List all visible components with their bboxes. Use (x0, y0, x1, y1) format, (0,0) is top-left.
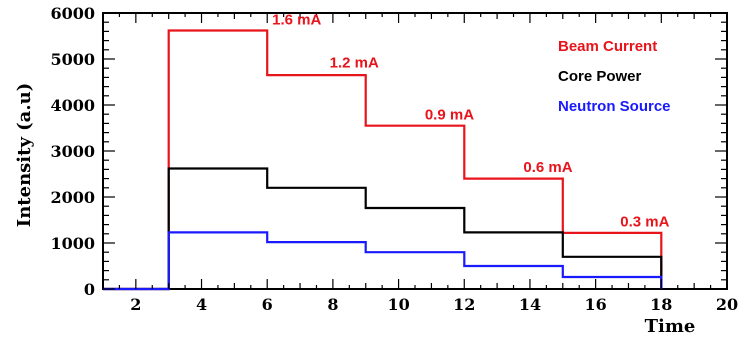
x-tick-label: 14 (519, 295, 541, 314)
x-axis-title: Time (645, 316, 696, 337)
series-line-core-power (103, 167, 663, 291)
x-tick-label: 6 (262, 295, 273, 314)
series-group (103, 29, 663, 291)
y-tick-label: 5000 (50, 50, 95, 69)
y-tick-label: 2000 (50, 188, 95, 207)
plot-area: 2 4 6 8 10 12 14 16 18 20 0 1000 2000 3000 4000 5000 600… (50, 4, 738, 314)
y-tick-label: 6000 (50, 4, 95, 23)
x-tick-label: 4 (196, 295, 207, 314)
x-tick-label: 8 (327, 295, 338, 314)
legend-entry: Neutron Source (558, 98, 671, 115)
current-annotation: 1.6 mA (272, 12, 321, 29)
x-tick-label: 18 (650, 295, 672, 314)
y-tick-label: 1000 (50, 234, 95, 253)
y-tick-label: 3000 (50, 142, 95, 161)
y-tick-label: 4000 (50, 96, 95, 115)
axis-ticks: 2 4 6 8 10 12 14 16 18 20 0 1000 2000 3000 4000 5000 600… (50, 4, 738, 314)
current-annotations: 1.6 mA 1.2 mA 0.9 mA 0.6 mA 0.3 mA (272, 12, 669, 231)
x-tick-label: 12 (453, 295, 475, 314)
current-annotation: 1.2 mA (330, 55, 379, 72)
legend-entry: Core Power (558, 68, 642, 85)
x-tick-label: 10 (387, 295, 409, 314)
current-annotation: 0.6 mA (523, 159, 572, 176)
current-annotation: 0.3 mA (620, 213, 669, 230)
x-tick-label: 16 (584, 295, 606, 314)
current-annotation: 0.9 mA (425, 106, 474, 123)
y-axis-title: Intensity (a.u) (14, 83, 35, 227)
legend-entry: Beam Current (558, 38, 657, 55)
series-line-neutron-source (103, 231, 663, 291)
x-tick-label: 20 (716, 295, 738, 314)
legend: Beam Current Core Power Neutron Source (558, 38, 671, 115)
x-tick-label: 2 (130, 295, 141, 314)
y-tick-label: 0 (84, 280, 95, 299)
